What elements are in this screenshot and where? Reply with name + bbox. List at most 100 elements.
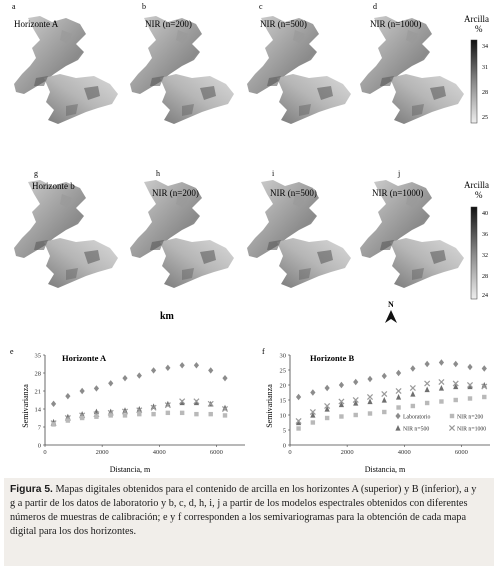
data-point-diamond — [395, 412, 401, 420]
data-point-triangle — [324, 406, 330, 412]
data-point-triangle — [424, 386, 430, 393]
data-point-triangle — [367, 398, 373, 405]
data-point-triangle — [136, 406, 142, 412]
data-point-square — [482, 394, 487, 400]
data-point-triangle — [165, 400, 171, 407]
data-point-diamond — [79, 387, 85, 395]
data-point-cross — [179, 398, 186, 405]
data-point-diamond — [367, 375, 373, 383]
data-point-triangle — [179, 399, 185, 406]
data-point-square — [439, 399, 444, 404]
panel-label: Horizonte A — [14, 19, 59, 29]
y-tick-label: 10 — [280, 413, 287, 420]
data-point-cross — [295, 417, 302, 425]
data-point-diamond — [410, 365, 416, 372]
legend-tick: 25 — [482, 115, 488, 121]
map-panel-j: j NIR (n=1000) — [360, 169, 464, 288]
panel-label: NIR (n=500) — [270, 188, 317, 198]
data-point-cross — [338, 398, 345, 405]
y-tick-label: 25 — [280, 368, 287, 375]
legend-unit: % — [475, 24, 483, 34]
north-arrow-icon — [385, 310, 397, 323]
map-panel-a: a Horizonte A — [12, 2, 118, 124]
data-point-cross — [193, 398, 200, 405]
panel-label: NIR (n=200) — [152, 188, 199, 198]
data-point-square — [367, 411, 373, 416]
x-tick-label: 6000 — [210, 449, 223, 456]
map-panel-i: i NIR (n=500) — [247, 169, 351, 288]
data-point-square — [137, 411, 142, 417]
x-tick-label: 2000 — [96, 449, 109, 456]
data-point-square — [310, 420, 316, 425]
data-point-diamond — [208, 367, 214, 374]
data-point-triangle — [395, 425, 401, 431]
data-point-cross — [381, 390, 388, 398]
data-point-square — [122, 413, 128, 418]
color-legend-a: Arcilla % 34 31 28 25 — [464, 14, 489, 124]
data-point-cross — [221, 405, 229, 413]
panel-label: NIR (n=200) — [145, 19, 192, 29]
data-point-square — [453, 397, 458, 403]
y-tick-label: 7 — [38, 425, 42, 432]
data-point-diamond — [338, 381, 345, 389]
data-point-cross — [448, 424, 456, 432]
data-point-triangle — [353, 400, 359, 406]
data-point-diamond — [50, 400, 57, 408]
chart-marks — [50, 362, 229, 427]
caption-line-2: g a partir de los datos de laboratorio y… — [10, 498, 468, 509]
y-tick-label: 15 — [280, 398, 287, 405]
legend-tick: 31 — [482, 65, 488, 71]
data-point-square — [222, 413, 228, 418]
chart-axes: 0 7 14 21 28 35 0 2000 4000 6000 — [35, 353, 245, 456]
data-point-square — [324, 415, 330, 421]
data-point-diamond — [324, 384, 330, 392]
data-point-square — [382, 409, 387, 415]
legend-tick: 40 — [482, 211, 488, 217]
axis-line — [44, 355, 245, 446]
data-point-square — [424, 400, 430, 406]
data-point-square — [165, 410, 171, 416]
data-point-triangle — [193, 399, 200, 406]
legend-unit: % — [475, 190, 483, 200]
y-tick-label: 35 — [35, 353, 42, 360]
y-tick-label: 20 — [280, 383, 287, 390]
map-panel-d: d NIR (n=1000) — [360, 2, 464, 124]
legend-entry: NIR n=1000 — [457, 427, 486, 433]
chart-title: Horizonte A — [62, 353, 107, 363]
chart-title: Horizonte B — [310, 353, 354, 363]
semivariogram-chart-e: e 0 7 14 21 28 35 0 2000 4000 6000 Horizonte A Di… — [10, 347, 245, 474]
data-point-diamond — [424, 360, 430, 368]
data-point-diamond — [438, 359, 445, 366]
legend-tick: 32 — [482, 253, 488, 259]
legend-title: Arcilla — [464, 180, 489, 190]
y-tick-label: 0 — [38, 443, 41, 450]
y-tick-label: 30 — [280, 353, 287, 360]
panel-letter: b — [142, 2, 146, 11]
data-point-square — [194, 411, 199, 417]
scale-label: km — [160, 311, 175, 322]
panel-letter: d — [373, 2, 377, 11]
data-point-triangle — [481, 382, 487, 388]
x-tick-label: 0 — [43, 449, 46, 456]
y-axis-label: Semivarianza — [21, 384, 30, 428]
data-point-triangle — [295, 419, 302, 426]
legend-bar — [470, 206, 478, 300]
caption-text-1: Mapas digitales obtenidos para el conten… — [55, 484, 477, 495]
data-point-triangle — [310, 412, 316, 418]
data-point-triangle — [108, 408, 114, 415]
data-point-diamond — [310, 389, 316, 396]
data-point-cross — [466, 381, 474, 389]
data-point-triangle — [150, 403, 157, 410]
panel-letter: a — [12, 2, 16, 11]
data-point-square — [179, 410, 185, 416]
data-point-triangle — [338, 401, 345, 408]
y-tick-label: 28 — [35, 371, 42, 378]
data-point-triangle — [410, 391, 416, 397]
north-label: N — [388, 300, 394, 309]
legend-entry: NIR n=500 — [403, 427, 429, 433]
panel-letter: j — [397, 169, 400, 178]
chart-axes: 0 5 10 15 20 25 30 0 2000 4000 6000 — [280, 353, 490, 456]
panel-label: NIR (n=1000) — [370, 19, 421, 29]
data-point-diamond — [193, 362, 200, 369]
data-point-square — [108, 413, 113, 418]
